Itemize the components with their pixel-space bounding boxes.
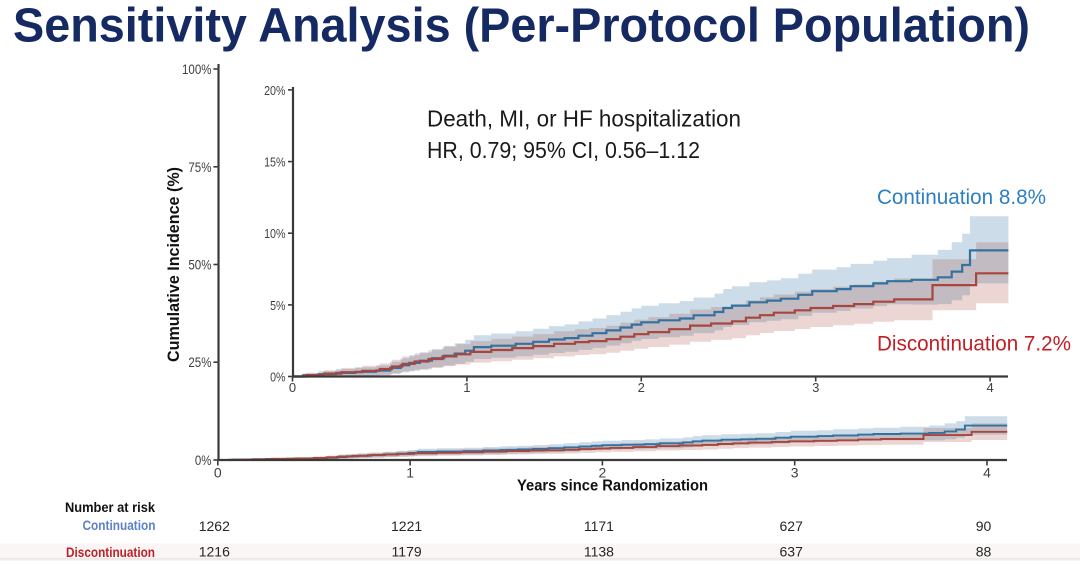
svg-text:0: 0: [289, 380, 296, 395]
svg-text:1221: 1221: [391, 518, 422, 534]
svg-text:1138: 1138: [584, 544, 614, 560]
svg-text:4: 4: [986, 380, 993, 395]
svg-text:10%: 10%: [264, 226, 286, 241]
svg-text:Sensitivity Analysis (Per-Prot: Sensitivity Analysis (Per-Protocol Popul…: [13, 0, 1030, 53]
svg-text:5%: 5%: [270, 298, 286, 313]
svg-text:1171: 1171: [584, 518, 614, 534]
svg-text:0%: 0%: [270, 370, 286, 385]
svg-text:100%: 100%: [182, 61, 212, 77]
svg-text:3: 3: [791, 465, 799, 481]
svg-text:Discontinuation: Discontinuation: [66, 544, 155, 560]
svg-text:Number at risk: Number at risk: [65, 500, 155, 515]
svg-text:1179: 1179: [392, 544, 422, 560]
svg-text:3: 3: [812, 380, 819, 395]
svg-text:Continuation: Continuation: [83, 518, 156, 533]
svg-text:Death, MI, or HF hospitalizati: Death, MI, or HF hospitalization: [427, 106, 741, 132]
svg-text:Cumulative Incidence (%): Cumulative Incidence (%): [164, 167, 183, 362]
svg-text:Years since Randomization: Years since Randomization: [517, 478, 708, 495]
svg-text:75%: 75%: [188, 159, 211, 175]
svg-text:Continuation 8.8%: Continuation 8.8%: [877, 186, 1046, 209]
svg-text:Discontinuation 7.2%: Discontinuation 7.2%: [877, 333, 1071, 356]
svg-text:627: 627: [780, 518, 804, 534]
svg-text:90: 90: [976, 518, 992, 534]
svg-text:HR, 0.79; 95% CI, 0.56–1.12: HR, 0.79; 95% CI, 0.56–1.12: [427, 137, 700, 163]
svg-text:20%: 20%: [264, 83, 286, 98]
svg-text:50%: 50%: [188, 257, 211, 273]
svg-text:0%: 0%: [195, 452, 212, 468]
svg-text:2: 2: [599, 465, 607, 481]
svg-text:4: 4: [983, 465, 991, 481]
svg-text:2: 2: [638, 380, 645, 395]
svg-text:1: 1: [463, 380, 470, 395]
svg-text:0: 0: [214, 465, 222, 481]
svg-text:637: 637: [780, 544, 804, 560]
svg-text:88: 88: [976, 544, 992, 560]
svg-text:15%: 15%: [264, 155, 286, 170]
svg-text:1262: 1262: [199, 518, 230, 534]
svg-text:1216: 1216: [199, 544, 230, 560]
svg-text:1: 1: [406, 465, 414, 481]
svg-text:25%: 25%: [188, 354, 211, 370]
